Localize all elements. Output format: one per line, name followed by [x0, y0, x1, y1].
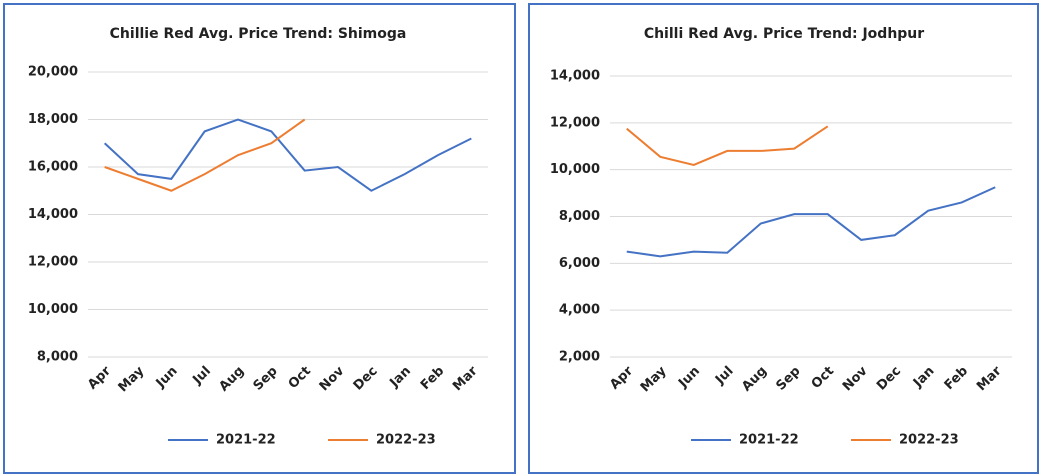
- legend-label: 2021-22: [216, 433, 276, 448]
- legend-label: 2021-22: [739, 433, 799, 448]
- y-tick-label: 10,000: [28, 302, 78, 317]
- series-line: [103, 118, 472, 192]
- series-line: [626, 125, 829, 167]
- y-tick-label: 12,000: [550, 115, 600, 130]
- y-tick-label: 20,000: [28, 65, 78, 80]
- y-tick-label: 8,000: [37, 350, 78, 365]
- chart-title: Chilli Red Avg. Price Trend: Jodhpur: [644, 26, 924, 42]
- y-tick-label: 2,000: [559, 350, 600, 365]
- y-tick-label: 16,000: [28, 160, 78, 175]
- y-tick-label: 10,000: [550, 162, 600, 177]
- legend-label: 2022-23: [376, 433, 436, 448]
- chart-title: Chillie Red Avg. Price Trend: Shimoga: [110, 26, 407, 42]
- y-tick-label: 14,000: [28, 207, 78, 222]
- y-tick-label: 6,000: [559, 256, 600, 271]
- panel: [3, 3, 516, 474]
- panel: [528, 3, 1039, 474]
- legend-label: 2022-23: [899, 433, 959, 448]
- y-tick-label: 4,000: [559, 303, 600, 318]
- y-tick-label: 12,000: [28, 255, 78, 270]
- series-line: [626, 186, 996, 258]
- y-tick-label: 14,000: [550, 69, 600, 84]
- y-tick-label: 18,000: [28, 112, 78, 127]
- y-tick-label: 8,000: [559, 209, 600, 224]
- series-line: [104, 118, 306, 192]
